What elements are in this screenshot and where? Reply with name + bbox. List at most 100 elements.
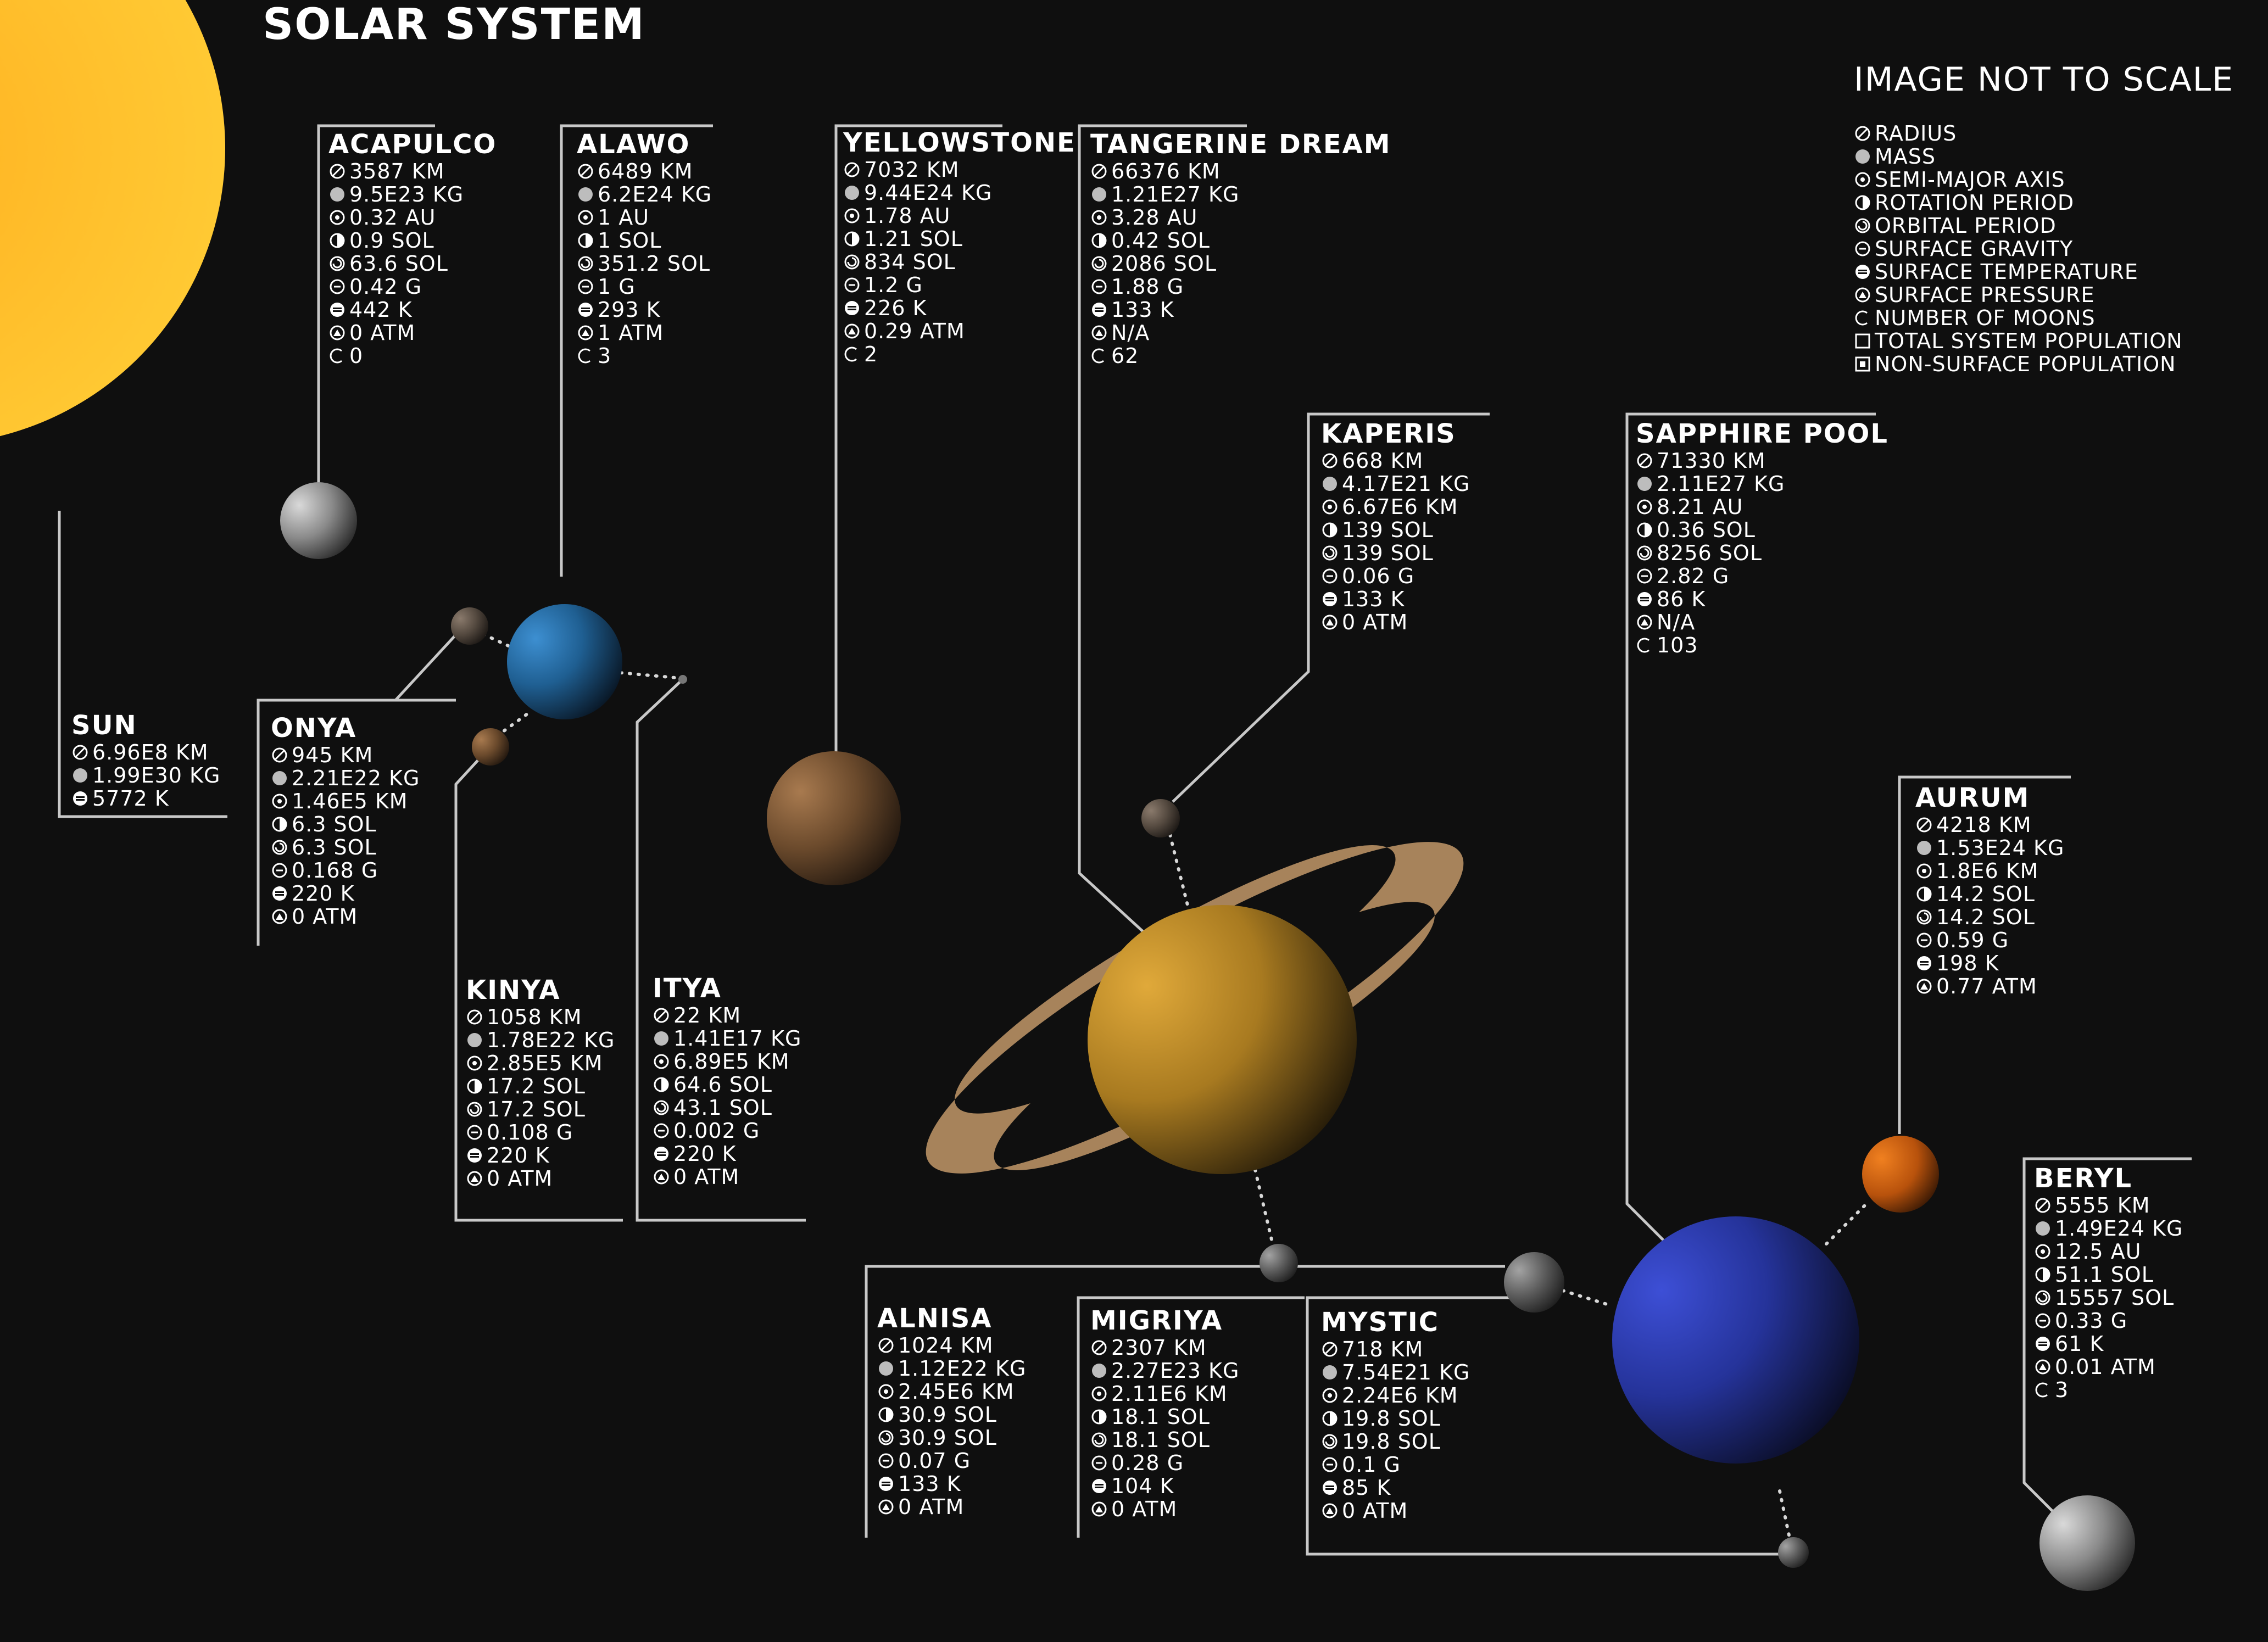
stat-row: 668 KM	[1321, 449, 1470, 473]
surface-pressure-icon	[1322, 1503, 1338, 1518]
stat-value: 3587 KM	[349, 159, 445, 183]
body-name: AURUM	[1915, 783, 2030, 813]
number-of-moons-icon	[2035, 1382, 2048, 1398]
stat-value: 0 ATM	[1342, 610, 1408, 634]
stat-row: 7032 KM	[843, 158, 1076, 182]
legend-item: SEMI-MAJOR AXIS	[1854, 167, 2183, 192]
orbital-period-icon	[1091, 1432, 1107, 1448]
stat-value: 0 ATM	[349, 321, 416, 345]
surface-gravity-icon	[878, 1453, 894, 1468]
radius-icon	[1322, 453, 1338, 468]
stat-value: 22 KM	[673, 1003, 742, 1027]
legend-item: ROTATION PERIOD	[1854, 191, 2183, 215]
stat-value: 0.9 SOL	[349, 228, 434, 253]
mass-icon	[578, 187, 593, 202]
stat-value: 6489 KM	[598, 159, 693, 183]
stat-row: 19.8 SOL	[1321, 1406, 1470, 1431]
stat-row: 5772 K	[71, 786, 220, 811]
stat-row: 6.96E8 KM	[71, 740, 220, 764]
stat-row: 4.17E21 KG	[1321, 472, 1470, 496]
surface-temperature-icon	[1855, 265, 1870, 279]
legend-item: TOTAL SYSTEM POPULATION	[1854, 329, 2183, 353]
stat-row: 0.42 G	[328, 275, 497, 299]
stat-row: 1.21E27 KG	[1090, 182, 1391, 206]
stat-row: 14.2 SOL	[1915, 882, 2064, 906]
tangerine-dream-planet	[926, 842, 1464, 1174]
surface-pressure-icon	[1637, 615, 1652, 630]
stat-row: 1058 KM	[466, 1005, 615, 1029]
stat-row: 30.9 SOL	[877, 1426, 1026, 1450]
radius-icon	[1091, 1340, 1107, 1355]
stat-row: 64.6 SOL	[653, 1073, 801, 1097]
stat-value: 1 SOL	[598, 228, 662, 253]
stat-row: 1 ATM	[577, 321, 712, 345]
body-name: MYSTIC	[1321, 1307, 1439, 1338]
stat-row: 1 SOL	[577, 228, 712, 253]
rotation-period-icon	[467, 1079, 482, 1094]
orbital-period-icon	[467, 1102, 482, 1117]
scale-note: IMAGE NOT TO SCALE	[1854, 60, 2234, 99]
stat-row: 2307 KM	[1090, 1336, 1239, 1360]
stat-row: 1.12E22 KG	[877, 1356, 1026, 1381]
stat-row: 2.85E5 KM	[466, 1051, 615, 1075]
stat-row: 71330 KM	[1636, 449, 1888, 473]
surface-gravity-icon	[1322, 568, 1338, 584]
surface-pressure-icon	[2035, 1359, 2050, 1375]
stat-value: 30.9 SOL	[898, 1403, 997, 1427]
stat-row: 2.11E6 KM	[1090, 1382, 1239, 1406]
stat-row: 6.89E5 KM	[653, 1049, 801, 1074]
legend-item: NON-SURFACE POPULATION	[1854, 352, 2183, 376]
body-name: MIGRIYA	[1090, 1305, 1223, 1336]
stat-row: 1024 KM	[877, 1333, 1026, 1358]
stat-row: 834 SOL	[843, 250, 1076, 274]
stat-row: 2	[843, 342, 1076, 366]
stat-value: 226 K	[864, 296, 927, 320]
stat-value: N/A	[1111, 321, 1150, 345]
migriya-panel: MIGRIYA 2307 KM 2.27E23 KG 2.11E6 KM 18.1 SO…	[1090, 1305, 1239, 1521]
semi-major-axis-icon	[1322, 499, 1338, 515]
stat-value: 0 ATM	[1342, 1499, 1408, 1523]
semi-major-axis-icon	[330, 210, 345, 225]
kaperis-orbit-dots	[1168, 833, 1191, 913]
orbital-period-icon	[844, 254, 860, 270]
tangerine-dream-leader-line	[1078, 124, 1247, 935]
stat-row: 351.2 SOL	[577, 252, 712, 276]
stat-value: 1.41E17 KG	[673, 1026, 802, 1051]
body-name: KAPERIS	[1321, 418, 1456, 449]
surface-temperature-icon	[578, 303, 593, 317]
surface-pressure-icon	[1091, 1501, 1107, 1517]
stat-row: 2.82 G	[1636, 564, 1888, 588]
rotation-period-icon	[1322, 1411, 1338, 1426]
stat-value: 4218 KM	[1936, 813, 2032, 837]
stat-row: 1.78E22 KG	[466, 1028, 615, 1052]
surface-temperature-icon	[2036, 1337, 2050, 1351]
number-of-moons-icon	[1855, 310, 1868, 326]
surface-pressure-icon	[1091, 325, 1107, 340]
orbital-period-icon	[1322, 1434, 1338, 1449]
stat-value: 61 K	[2055, 1332, 2104, 1356]
body-name: BERYL	[2034, 1163, 2133, 1194]
stat-row: 1.41E17 KG	[653, 1026, 802, 1051]
stat-value: 2	[864, 342, 878, 366]
stat-value: 0 ATM	[898, 1495, 965, 1519]
surface-pressure-icon	[578, 325, 593, 340]
stat-row: 0.42 SOL	[1090, 228, 1391, 253]
stat-row: 9.44E24 KG	[843, 181, 1076, 205]
surface-pressure-icon	[467, 1171, 482, 1186]
stat-row: 0 ATM	[877, 1495, 1026, 1519]
rotation-period-icon	[1322, 522, 1338, 538]
stat-value: 64.6 SOL	[673, 1073, 772, 1097]
stat-value: 1.49E24 KG	[2055, 1216, 2183, 1241]
moon-orbit-dots	[482, 633, 1869, 1545]
stat-value: 7032 KM	[864, 158, 960, 182]
radius-icon	[1322, 1342, 1338, 1357]
stat-row: 85 K	[1321, 1476, 1470, 1500]
stat-value: 66376 KM	[1111, 159, 1221, 183]
yellowstone-panel: YELLOWSTONE 7032 KM 9.44E24 KG 1.78 AU 1.21 …	[843, 127, 1076, 366]
stat-row: 1.8E6 KM	[1915, 859, 2064, 883]
itya-moon	[678, 675, 687, 684]
stat-value: 0.42 G	[349, 275, 422, 299]
radius-icon	[1091, 164, 1107, 179]
legend-label: SURFACE PRESSURE	[1875, 283, 2095, 307]
stat-row: 198 K	[1915, 951, 2064, 975]
